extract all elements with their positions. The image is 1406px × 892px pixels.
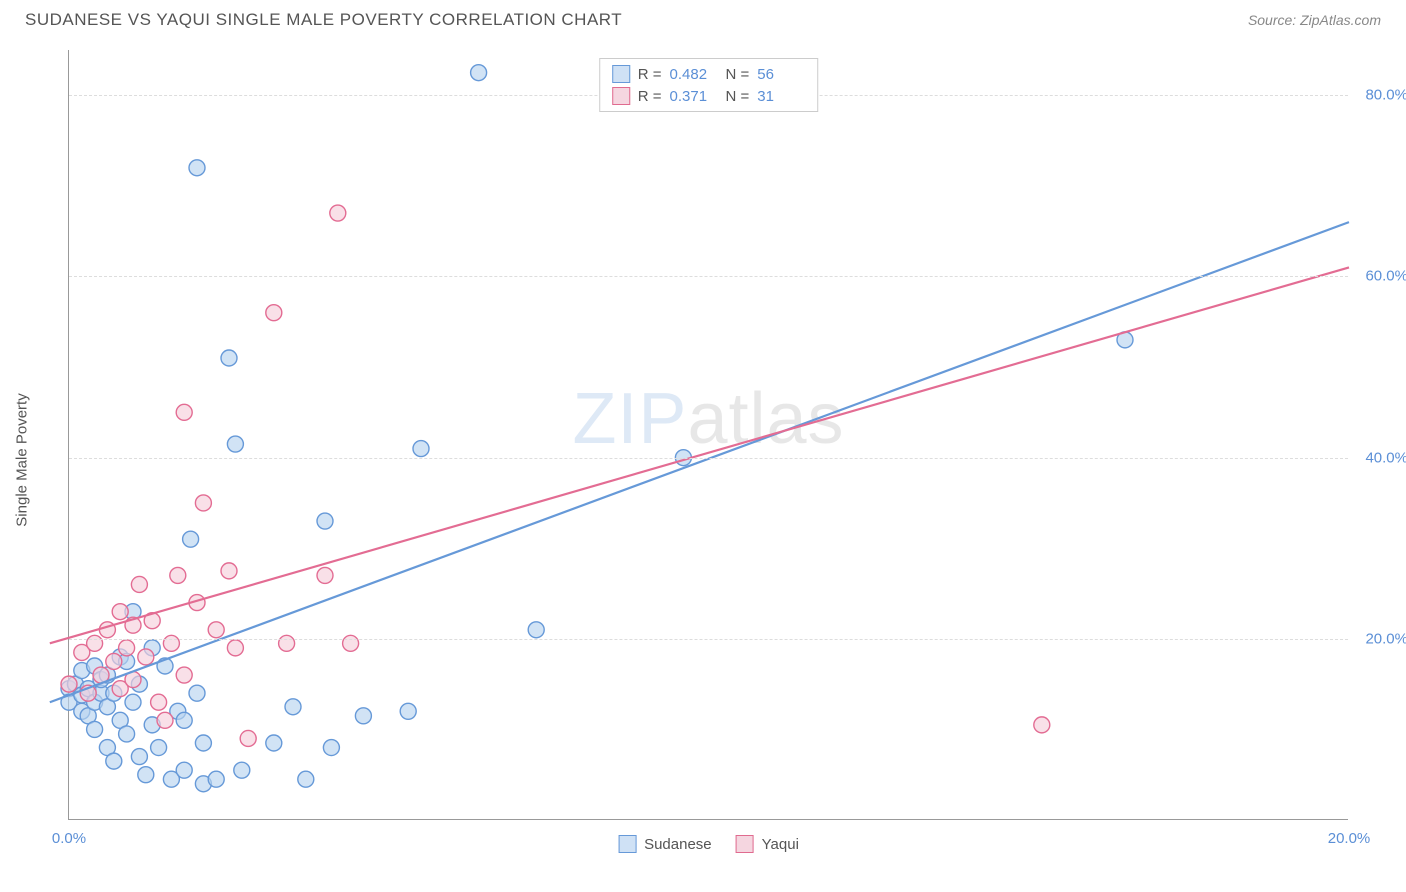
swatch-pink-icon <box>612 87 630 105</box>
data-point <box>221 563 237 579</box>
source-credit: Source: ZipAtlas.com <box>1248 12 1381 28</box>
legend-row-yaqui: R = 0.371 N = 31 <box>612 85 806 107</box>
data-point <box>138 767 154 783</box>
swatch-pink-icon <box>736 835 754 853</box>
data-point <box>157 712 173 728</box>
r-label: R = <box>638 88 662 105</box>
y-tick-label: 60.0% <box>1365 268 1406 285</box>
gridline <box>69 276 1348 277</box>
legend-label: Yaqui <box>762 836 799 853</box>
data-point <box>138 649 154 665</box>
data-point <box>131 576 147 592</box>
data-point <box>221 350 237 366</box>
correlation-legend: R = 0.482 N = 56 R = 0.371 N = 31 <box>599 58 819 112</box>
data-point <box>106 653 122 669</box>
swatch-blue-icon <box>612 65 630 83</box>
chart-container: Single Male Poverty ZIPatlas R = 0.482 N… <box>50 50 1380 870</box>
data-point <box>119 726 135 742</box>
x-tick-label: 0.0% <box>52 830 86 847</box>
chart-title: SUDANESE VS YAQUI SINGLE MALE POVERTY CO… <box>25 10 622 30</box>
legend-item-sudanese: Sudanese <box>618 835 712 853</box>
gridline <box>69 639 1348 640</box>
data-point <box>471 65 487 81</box>
x-tick-label: 20.0% <box>1328 830 1371 847</box>
data-point <box>151 740 167 756</box>
scatter-svg <box>69 50 1348 819</box>
data-point <box>279 635 295 651</box>
data-point <box>195 495 211 511</box>
data-point <box>87 635 103 651</box>
chart-header: SUDANESE VS YAQUI SINGLE MALE POVERTY CO… <box>0 0 1406 38</box>
data-point <box>266 735 282 751</box>
data-point <box>298 771 314 787</box>
data-point <box>400 703 416 719</box>
data-point <box>125 694 141 710</box>
data-point <box>112 604 128 620</box>
data-point <box>1034 717 1050 733</box>
data-point <box>131 749 147 765</box>
data-point <box>240 730 256 746</box>
series-legend: Sudanese Yaqui <box>618 835 799 853</box>
gridline <box>69 458 1348 459</box>
data-point <box>285 699 301 715</box>
data-point <box>176 762 192 778</box>
legend-label: Sudanese <box>644 836 712 853</box>
data-point <box>176 667 192 683</box>
plot-area: ZIPatlas R = 0.482 N = 56 R = 0.371 N = … <box>68 50 1348 820</box>
data-point <box>183 531 199 547</box>
data-point <box>61 676 77 692</box>
n-value: 56 <box>757 66 805 83</box>
n-value: 31 <box>757 88 805 105</box>
data-point <box>317 513 333 529</box>
n-label: N = <box>726 88 750 105</box>
source-prefix: Source: <box>1248 12 1300 28</box>
data-point <box>227 436 243 452</box>
data-point <box>163 635 179 651</box>
data-point <box>266 305 282 321</box>
data-point <box>195 735 211 751</box>
data-point <box>343 635 359 651</box>
data-point <box>227 640 243 656</box>
data-point <box>189 160 205 176</box>
y-tick-label: 80.0% <box>1365 87 1406 104</box>
data-point <box>151 694 167 710</box>
data-point <box>119 640 135 656</box>
data-point <box>413 441 429 457</box>
y-tick-label: 20.0% <box>1365 630 1406 647</box>
y-axis-label: Single Male Poverty <box>14 393 31 526</box>
n-label: N = <box>726 66 750 83</box>
data-point <box>234 762 250 778</box>
data-point <box>176 712 192 728</box>
source-name: ZipAtlas.com <box>1300 12 1381 28</box>
data-point <box>189 685 205 701</box>
data-point <box>208 622 224 638</box>
legend-row-sudanese: R = 0.482 N = 56 <box>612 63 806 85</box>
data-point <box>528 622 544 638</box>
data-point <box>87 721 103 737</box>
data-point <box>208 771 224 787</box>
swatch-blue-icon <box>618 835 636 853</box>
data-point <box>317 567 333 583</box>
regression-line <box>50 222 1349 702</box>
r-label: R = <box>638 66 662 83</box>
r-value: 0.482 <box>670 66 718 83</box>
legend-item-yaqui: Yaqui <box>736 835 799 853</box>
data-point <box>106 753 122 769</box>
r-value: 0.371 <box>670 88 718 105</box>
data-point <box>176 404 192 420</box>
data-point <box>323 740 339 756</box>
data-point <box>330 205 346 221</box>
data-point <box>170 567 186 583</box>
data-point <box>355 708 371 724</box>
regression-line <box>50 267 1349 643</box>
y-tick-label: 40.0% <box>1365 449 1406 466</box>
